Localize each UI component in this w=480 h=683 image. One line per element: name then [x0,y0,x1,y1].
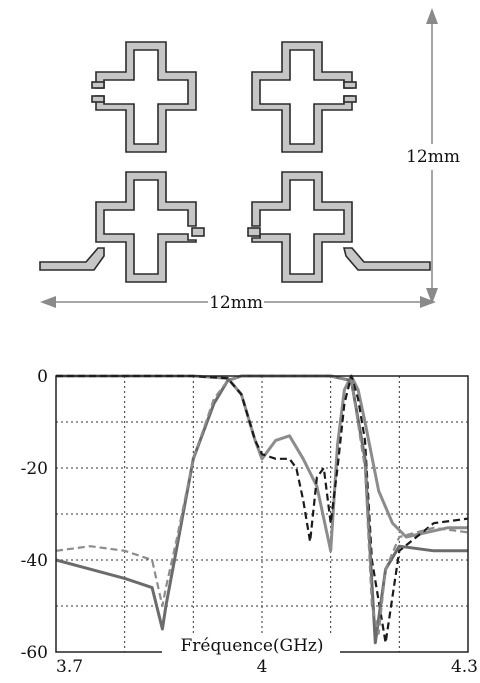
resonator-layout-diagram: 12mm 12mm [39,8,460,314]
series-line-2 [56,374,469,644]
x-tick-label: 4.3 [451,657,478,677]
height-arrow-top [426,8,438,24]
top-left-stub-upper [91,81,105,89]
y-tick-label: 0 [37,367,48,387]
top-left-resonator [95,41,197,153]
width-arrow-right [420,296,436,308]
bottom-right-feed-line [342,247,431,271]
y-tick-label: -40 [21,551,48,571]
width-dimension-label: 12mm [209,293,263,313]
y-tick-label: -60 [21,643,48,663]
height-label-bg [406,144,460,170]
width-label-bg [208,292,264,314]
top-left-stub-lower [91,95,105,103]
bottom-left-resonator [95,171,197,283]
resonator-layout [39,41,431,283]
height-dimension-label: 12mm [406,147,460,167]
bottom-left-stub [191,227,205,237]
y-tick-labels: 0 -20 -40 -60 [21,367,48,663]
series-line-4 [55,374,469,635]
x-axis-label: Fréquence(GHz) [180,636,323,656]
chart-grid [56,376,468,652]
top-right-stub-lower [343,95,357,103]
x-tick-labels: 3.7 4 4.3 [56,657,478,677]
x-axis-label-bg [162,634,340,656]
frequency-response-chart: 0 -20 -40 -60 3.7 4 4.3 Fréquence(GHz) [21,367,478,677]
x-tick-label: 3.7 [56,657,83,677]
y-tick-label: -20 [21,459,48,479]
x-tick-label: 4 [257,657,268,677]
width-arrow-left [40,296,56,308]
height-arrow-bottom [426,288,438,304]
top-right-stub-upper [343,81,357,89]
bottom-left-feed-line [39,247,105,271]
top-right-resonator [251,41,353,153]
bottom-right-resonator [251,171,353,283]
bottom-right-stub [247,227,261,237]
